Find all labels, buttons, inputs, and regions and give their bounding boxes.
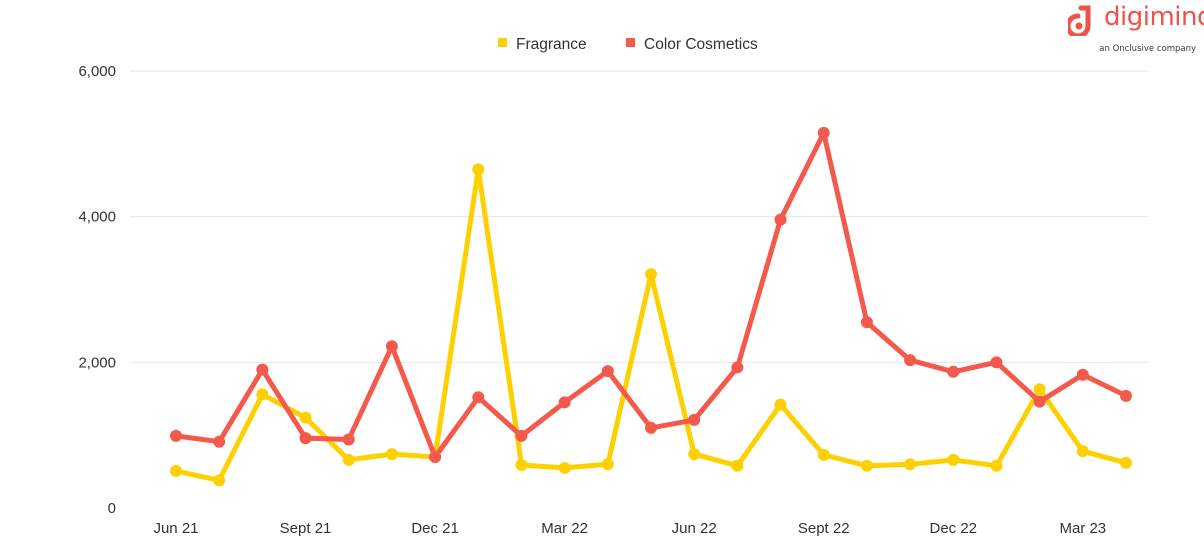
fragrance-point bbox=[472, 163, 485, 176]
color-cosmetics-point bbox=[947, 365, 960, 378]
y-tick-label: 0 bbox=[108, 500, 116, 517]
gridlines bbox=[130, 70, 1148, 363]
digimind-logo-icon bbox=[1068, 5, 1091, 36]
fragrance-point bbox=[385, 448, 398, 461]
fragrance-point bbox=[688, 448, 701, 461]
color-cosmetics-line bbox=[173, 130, 1129, 460]
color-cosmetics-point bbox=[688, 413, 701, 426]
color-cosmetics-point bbox=[256, 363, 269, 376]
fragrance-point bbox=[774, 398, 787, 411]
legend-swatch-fragrance bbox=[498, 38, 507, 47]
fragrance-point bbox=[1076, 445, 1089, 458]
fragrance-point bbox=[1120, 456, 1132, 469]
fragrance-point bbox=[904, 458, 917, 471]
digimind-logo: digimind an Onclusive company bbox=[1028, 2, 1204, 62]
color-cosmetics-point bbox=[342, 433, 355, 446]
x-tick-label: Mar 23 bbox=[1059, 520, 1106, 537]
color-cosmetics-point bbox=[1033, 395, 1046, 408]
color-cosmetics-point bbox=[1120, 389, 1132, 402]
color-cosmetics-point bbox=[731, 361, 744, 374]
x-tick-label: Sept 21 bbox=[280, 520, 332, 537]
fragrance-point bbox=[1033, 383, 1046, 396]
fragrance-point bbox=[817, 448, 830, 461]
brand-tagline: an Onclusive company bbox=[1099, 44, 1196, 54]
fragrance-point bbox=[860, 459, 873, 472]
fragrance-point bbox=[213, 474, 226, 487]
fragrance-point bbox=[947, 453, 960, 466]
color-cosmetics-point bbox=[1076, 368, 1089, 381]
color-cosmetics-point bbox=[472, 391, 485, 404]
color-cosmetics-point bbox=[774, 213, 787, 226]
fragrance-point bbox=[731, 459, 744, 472]
color-cosmetics-point bbox=[990, 356, 1003, 369]
fragrance-point bbox=[170, 464, 182, 477]
color-cosmetics-point bbox=[299, 432, 312, 445]
x-tick-label: Jun 21 bbox=[153, 520, 198, 537]
x-tick-label: Jun 22 bbox=[672, 520, 717, 537]
fragrance-point bbox=[990, 459, 1003, 472]
fragrance-point bbox=[515, 459, 528, 472]
y-tick-label: 2,000 bbox=[78, 354, 116, 371]
series-points bbox=[170, 126, 1132, 487]
x-tick-label: Sept 22 bbox=[798, 520, 850, 537]
fragrance-point bbox=[645, 268, 657, 281]
color-cosmetics-point bbox=[213, 435, 226, 448]
color-cosmetics-point bbox=[601, 365, 614, 378]
fragrance-point bbox=[342, 453, 355, 466]
x-axis-tick-labels: Jun 21 Sept 21 Dec 21 Mar 22 Jun 22 Sept 22 De… bbox=[153, 520, 1106, 537]
fragrance-point bbox=[256, 388, 269, 401]
color-cosmetics-point bbox=[860, 316, 873, 329]
color-cosmetics-point bbox=[645, 421, 657, 434]
x-tick-label: Mar 22 bbox=[541, 520, 588, 537]
x-tick-label: Dec 22 bbox=[930, 520, 978, 537]
y-axis-tick-labels: 0 2,000 4,000 6,000 bbox=[78, 63, 116, 517]
color-cosmetics-point bbox=[385, 340, 398, 353]
legend-swatch-color-cosmetics bbox=[626, 38, 635, 47]
color-cosmetics-point bbox=[170, 429, 182, 442]
color-cosmetics-point bbox=[904, 354, 917, 367]
x-tick-label: Dec 21 bbox=[411, 520, 459, 537]
y-tick-label: 6,000 bbox=[78, 63, 116, 80]
fragrance-point bbox=[558, 461, 571, 474]
legend: Fragrance Color Cosmetics bbox=[498, 36, 758, 53]
fragrance-point bbox=[601, 458, 614, 471]
legend-label-fragrance: Fragrance bbox=[516, 36, 587, 53]
color-cosmetics-point bbox=[817, 126, 830, 139]
legend-label-color-cosmetics: Color Cosmetics bbox=[644, 36, 758, 53]
fragrance-point bbox=[299, 411, 312, 424]
color-cosmetics-point bbox=[429, 451, 442, 464]
color-cosmetics-point bbox=[515, 429, 528, 442]
brand-name: digimind bbox=[1104, 2, 1204, 32]
color-cosmetics-point bbox=[558, 396, 571, 409]
y-tick-label: 4,000 bbox=[78, 209, 116, 226]
